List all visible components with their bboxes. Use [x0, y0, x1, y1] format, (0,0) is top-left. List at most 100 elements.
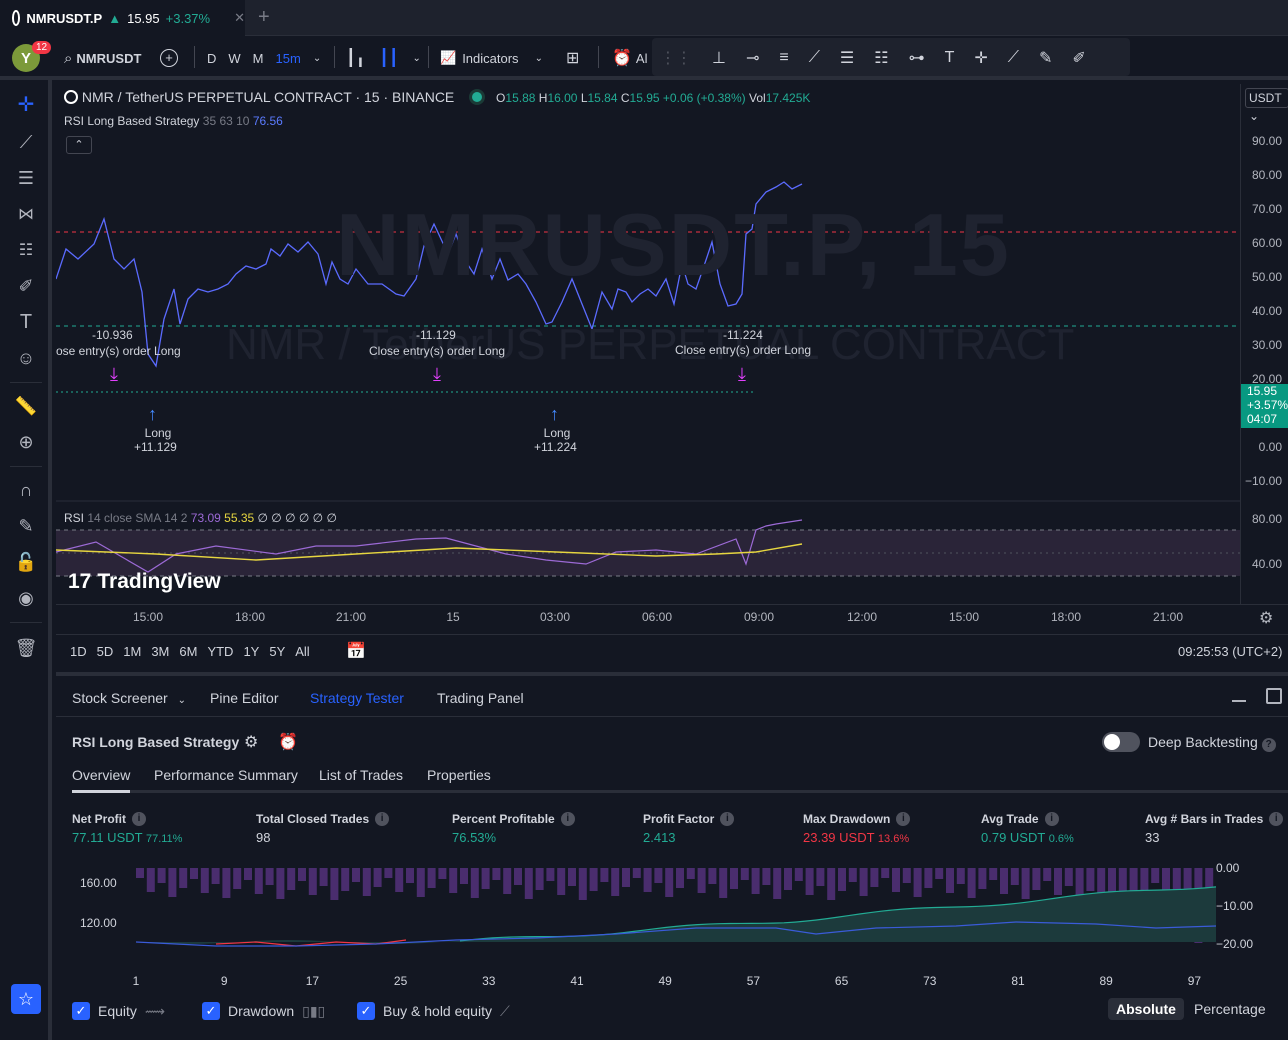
legend-drawdown[interactable]: ✓ Drawdown ▯▮▯	[202, 1002, 325, 1020]
zoom-in-icon[interactable]: ⊕	[18, 431, 34, 452]
range-ytd[interactable]: YTD	[207, 644, 234, 659]
emoji-icon[interactable]: ☺	[16, 347, 36, 368]
trash-icon[interactable]: 🗑	[14, 637, 38, 658]
range-1d[interactable]: 1D	[70, 644, 87, 659]
subtab-performance-summary[interactable]: Performance Summary	[154, 767, 298, 783]
chart-title[interactable]: NMR / TetherUS PERPETUAL CONTRACT · 15 ·…	[81, 89, 455, 105]
fib-icon[interactable]: ☰	[17, 167, 35, 188]
subtab-properties[interactable]: Properties	[427, 767, 491, 783]
symbol-search[interactable]: ⌕ NMRUSDT	[64, 36, 141, 80]
svg-text:↑: ↑	[148, 404, 157, 424]
price-axis-label: 80.00	[1251, 168, 1282, 182]
drag-handle-icon[interactable]: ⋮⋮	[660, 50, 692, 67]
subtab-overview[interactable]: Overview	[72, 767, 131, 783]
collapse-legend-button[interactable]: ⌃	[66, 136, 92, 154]
layouts-icon[interactable]: ⊞	[566, 50, 580, 67]
lock-drawing-icon[interactable]: ✎	[18, 515, 34, 536]
price-pane[interactable]: ⤓ ⤓ ⤓ ↑ ↑	[56, 84, 1240, 604]
interval-d[interactable]: D	[207, 50, 217, 66]
new-tab-icon[interactable]: +	[258, 6, 270, 28]
alarm-icon[interactable]: ⏰	[278, 734, 298, 751]
crosshair-icon[interactable]: ✛	[974, 50, 988, 67]
horizontal-line-icon[interactable]: ⊶	[908, 50, 925, 67]
equity-axis-label: 120.00	[80, 916, 117, 930]
fib-retracement-icon[interactable]: ☰	[839, 50, 855, 67]
range-1m[interactable]: 1M	[123, 644, 142, 659]
range-6m[interactable]: 6M	[179, 644, 198, 659]
strategy-legend[interactable]: RSI Long Based Strategy 35 63 10 76.56	[64, 114, 283, 128]
trend-line-icon[interactable]: ⟋	[808, 49, 820, 66]
clock[interactable]: 09:25:53 (UTC+2)	[1178, 644, 1283, 659]
settings-gear-icon[interactable]: ⚙	[1259, 610, 1274, 627]
long-value: +11.129	[134, 440, 177, 454]
range-3m[interactable]: 3M	[151, 644, 170, 659]
prediction-icon[interactable]: ☷	[18, 242, 34, 259]
equity-x-label: 73	[923, 974, 937, 988]
currency-selector[interactable]: USDT ⌄	[1245, 88, 1288, 123]
rsi-legend[interactable]: RSI 14 close SMA 14 2 73.09 55.35 ∅ ∅ ∅ …	[64, 511, 337, 525]
minimize-icon[interactable]	[1232, 688, 1246, 702]
absolute-button[interactable]: Absolute	[1108, 998, 1184, 1020]
strategy-name: RSI Long Based Strategy	[64, 114, 200, 128]
percentage-button[interactable]: Percentage	[1194, 1001, 1266, 1017]
interval-m[interactable]: M	[252, 50, 264, 66]
pattern-icon[interactable]: ⋈	[18, 206, 34, 223]
range-5y[interactable]: 5Y	[269, 644, 286, 659]
lock-icon[interactable]: 🔓	[14, 551, 38, 572]
subtab-list-of-trades[interactable]: List of Trades	[319, 767, 404, 783]
legend-equity[interactable]: ✓ Equity ⟿	[72, 1002, 165, 1020]
settings-gear-icon[interactable]: ⚙	[244, 734, 259, 751]
calendar-icon[interactable]: 📅	[346, 643, 366, 660]
tab-pine-editor[interactable]: Pine Editor	[210, 690, 279, 706]
range-5d[interactable]: 5D	[96, 644, 114, 659]
indicators-button[interactable]: 📈 Indicators ⌄	[440, 36, 543, 80]
crosshair-icon[interactable]: ✛	[17, 93, 35, 116]
alert-button[interactable]: ⏰ Al	[612, 36, 647, 80]
text-icon[interactable]: T	[19, 310, 33, 333]
eye-icon[interactable]: ◉	[18, 587, 34, 608]
ray-icon[interactable]: ⟋	[1007, 49, 1019, 66]
range-1y[interactable]: 1Y	[243, 644, 260, 659]
interval-w[interactable]: W	[228, 50, 241, 66]
deep-backtesting-toggle[interactable]	[1102, 732, 1140, 752]
equity-x-label: 97	[1187, 974, 1202, 988]
rsi-axis-label: 40.00	[1251, 557, 1282, 571]
strategy-value: 76.56	[252, 114, 283, 128]
tab-strategy-tester[interactable]: Strategy Tester	[310, 690, 404, 706]
chevron-down-icon[interactable]: ⌄	[312, 52, 322, 64]
candles-icon[interactable]: ┃┃	[379, 50, 399, 67]
legend-buy-hold[interactable]: ✓ Buy & hold equity ⟋	[357, 1002, 510, 1020]
tab-stock-screener[interactable]: Stock Screener ⌄	[72, 690, 186, 706]
interval-15m[interactable]: 15m	[275, 50, 301, 66]
symbol-input[interactable]: NMRUSDT	[76, 50, 142, 66]
brush-icon[interactable]: ✐	[1072, 50, 1086, 67]
trade-label: -10.936	[92, 328, 133, 342]
parallel-channel-icon[interactable]: ≡	[779, 49, 789, 66]
ruler-icon[interactable]: 📏	[14, 395, 38, 416]
vertical-line-icon[interactable]: ⊥	[712, 50, 726, 67]
range-all[interactable]: All	[295, 644, 310, 659]
trend-line-icon[interactable]: ⟋	[19, 131, 33, 152]
stat-0: Net Profit i 77.11 USDT 77.11%	[72, 812, 183, 845]
compare-icon[interactable]: +	[160, 36, 178, 80]
equity-chart[interactable]	[56, 856, 1288, 986]
pen-icon[interactable]: ✎	[1038, 50, 1053, 67]
maximize-icon[interactable]	[1266, 688, 1282, 704]
svg-text:⤓: ⤓	[110, 364, 118, 384]
chevron-down-icon[interactable]: ⌄	[412, 52, 421, 64]
magnet-icon[interactable]: ∩	[19, 479, 33, 500]
fib-extension-icon[interactable]: ☷	[874, 50, 889, 67]
bottom-panel: Stock Screener ⌄ Pine Editor Strategy Te…	[56, 672, 1288, 1040]
brush-icon[interactable]: ✐	[18, 275, 34, 296]
favorites-star-icon[interactable]: ☆	[11, 984, 41, 1014]
bar-style-icon[interactable]: ┃╻	[346, 50, 366, 67]
close-tab-icon[interactable]: ✕	[234, 10, 245, 25]
chart-area[interactable]: ⤓ ⤓ ⤓ ↑ ↑ NMRUSDT.P, 15 NMR / TetherUS PERPE…	[56, 84, 1288, 668]
info-icon: i	[1269, 812, 1284, 826]
text-icon[interactable]: T	[944, 49, 955, 66]
horizontal-ray-icon[interactable]: ⊸	[745, 50, 760, 67]
stat-6: Avg # Bars in Trades i 33	[1145, 812, 1284, 845]
tab-trading-panel[interactable]: Trading Panel	[437, 690, 524, 706]
chart-tab[interactable]: NMRUSDT.P ▲ 15.95 +3.37% ✕	[0, 0, 245, 36]
price-axis[interactable]: USDT ⌄ 90.00 80.00 70.00 60.00 50.00 40.00 30.…	[1240, 84, 1288, 604]
